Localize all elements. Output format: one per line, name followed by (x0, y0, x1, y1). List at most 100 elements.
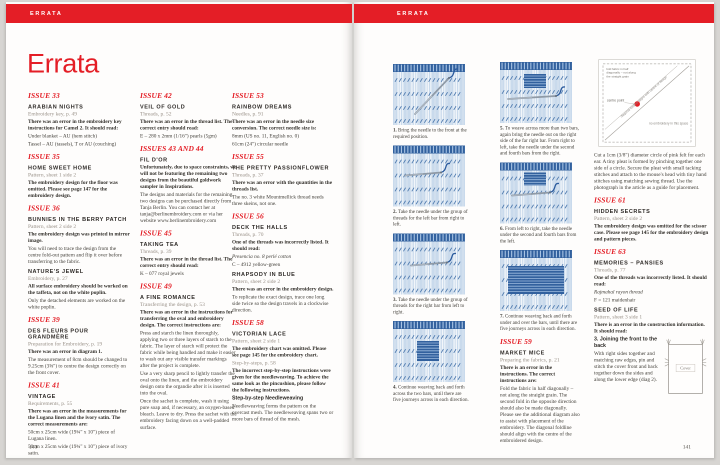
issue-heading: ISSUE 35 (28, 153, 60, 162)
issue-heading: ISSUE 36 (28, 204, 60, 213)
left-header-band: ERRATA (6, 4, 352, 23)
cover-diagram-figure: Cover (662, 336, 709, 400)
needleweaving-step: 6. From left to right, take the needle u… (500, 162, 580, 244)
step-figure (393, 145, 469, 207)
paragraph: The measurement of 8cm should be changed… (28, 357, 128, 376)
continuation-paragraph: Cut a 1cm (3/8") diameter circle of pink… (594, 152, 707, 191)
centre-point-dot (634, 101, 640, 107)
step-caption: 4. Continue weaving back and forth acros… (393, 384, 469, 403)
paragraph: There was an error in the embroidery des… (232, 286, 334, 293)
errata-column-3: ISSUE 53 RAINBOW DREAMS Needles, p. 91 Ther… (232, 92, 334, 427)
project-subtitle: Pattern, sheet 3 side 1 (594, 314, 643, 321)
paragraph: There was an error with the quantities i… (232, 180, 333, 193)
project-subtitle: Threads, p. 77 (594, 267, 626, 274)
errata-entry: ISSUE 41 VINTAGE Requirements, p. 55 There … (28, 382, 130, 457)
steps-column-1: 1. Bring the needle to the front at the … (393, 64, 469, 409)
errata-entry: ISSUE 39 DES FLEURS POUR GRANDMÈRE Prepara… (28, 316, 130, 376)
issue-heading: ISSUE 39 (28, 316, 60, 325)
paragraph: Needleweaving forms the pattern on the o… (232, 403, 334, 423)
project-subtitle: Pattern, sheet 2 side 2 (232, 278, 281, 285)
paragraph: There was an error in the thread list. T… (140, 119, 233, 132)
paragraph: One of the threads was incorrectly liste… (594, 275, 707, 288)
project-title: TAKING TEA (140, 241, 179, 248)
project-title: RAINBOW DREAMS (232, 104, 292, 110)
project-subtitle: Threads, p. 70 (232, 231, 264, 238)
svg-text:fold fabric in half: fold fabric in half (606, 67, 628, 71)
project-subtitle: Preparation for Embroidery, p. 19 (28, 341, 103, 348)
project-subtitle: Needles, p. 91 (232, 111, 264, 117)
paragraph: Tassel – AU (tassels), T or AU (couching… (28, 141, 117, 148)
step-caption: 6. From left to right, take the needle u… (500, 225, 577, 244)
paragraph: Once the sachet is complete, wash it usi… (140, 398, 237, 431)
fold-placement-diagram: fold fabric in half diagonally – not alon… (594, 59, 709, 147)
issue-heading: ISSUE 42 (140, 92, 172, 100)
page-title: Errata (27, 48, 100, 79)
svg-text:diagonally – not along: diagonally – not along (606, 71, 636, 75)
project-title: VICTORIAN LACE (232, 331, 287, 338)
needleweaving-illustration (393, 233, 465, 295)
paragraph: The no. 3 white Mountmellick thread need… (232, 194, 324, 207)
issue-heading: ISSUES 43 AND 44 (140, 145, 204, 154)
project-subtitle: Pattern, sheet 1 side 2 (28, 172, 77, 179)
needleweaving-illustration (393, 145, 465, 207)
paragraph: Unfortunately, due to space constraints,… (140, 164, 237, 190)
project-title: ARABIAN NIGHTS (28, 104, 84, 110)
paragraph: With right sides together and matching r… (594, 351, 658, 383)
errata-column-1: ISSUE 33 ARABIAN NIGHTS Embroidery key, p.… (28, 92, 130, 461)
needleweaving-illustration (500, 62, 572, 123)
paragraph: The embroidery design for the floor was … (28, 180, 118, 199)
issue-heading: ISSUE 63 (594, 248, 626, 257)
issue-heading: ISSUE 41 (28, 381, 60, 390)
step-number: 7. (500, 313, 505, 320)
needleweaving-step: 1. Bring the needle to the front at the … (393, 64, 469, 140)
paragraph: There was an error in the embroidery key… (28, 119, 122, 132)
step-figure (500, 162, 580, 224)
paragraph: E – 280 x 2mm (1/16") pearls (5gm) (140, 133, 217, 140)
step-figure (393, 233, 469, 295)
issue-heading: ISSUE 61 (594, 196, 626, 205)
paragraph: C – 4912 yellow-green (232, 262, 281, 268)
step-number: 1. (393, 127, 398, 134)
step-caption: 7. Continue weaving back and forth under… (500, 313, 578, 332)
paragraph: 50cm x 25cm wide (19¾" x 10") piece of i… (28, 444, 128, 457)
paragraph: 3. Joining the front to the back (594, 336, 657, 349)
svg-text:no embroidery in this space: no embroidery in this space (649, 122, 689, 126)
right-header-band: ERRATA (354, 4, 714, 23)
svg-text:Cover: Cover (680, 366, 691, 371)
right-page: ERRATA 1. Bring the needle to the front … (354, 2, 714, 458)
project-subtitle: Embroidery key, p. 49 (28, 111, 77, 117)
needleweaving-illustration (500, 250, 572, 311)
paragraph: Presencia no. 8 perlé cotton (232, 254, 292, 260)
project-subtitle: Pattern, sheet 2 side 2 (594, 215, 643, 222)
paragraph: There is an error in the construction in… (594, 322, 705, 335)
errata-entry: ISSUE 63 MEMORIES – PANSIES Threads, p. 77… (594, 248, 709, 394)
project-title: DECK THE HALLS (232, 224, 288, 231)
left-page: ERRATA Errata ISSUE 33 ARABIAN NIGHTS Embr… (6, 2, 352, 458)
paragraph: There is an error in the instructions. T… (500, 364, 556, 384)
paragraph: Fold the fabric in half diagonally – not… (500, 385, 580, 444)
project-title: HOME SWEET HOME (28, 165, 92, 172)
steps-column-2: 5. To weave across more than two bars, a… (500, 62, 580, 448)
errata-entry: ISSUE 59 MARKET MICE Preparing the fabrics… (500, 338, 580, 444)
issue-heading: ISSUE 45 (140, 229, 172, 238)
paragraph: Press and starch the linen thoroughly, a… (140, 330, 236, 369)
needleweaving-illustration (393, 321, 465, 382)
project-title: SEED OF LIFE (594, 307, 639, 314)
project-subtitle: Pattern, sheet 2 side 2 (28, 223, 77, 230)
step-caption: 5. To weave across more than two bars, a… (500, 125, 579, 157)
right-page-number: 141 (682, 444, 691, 450)
errata-entry: ISSUE 45 TAKING TEA Threads, p. 39 There wa… (140, 230, 237, 278)
errata-column-4: fold fabric in half diagonally – not alon… (594, 59, 709, 401)
needleweaving-step: 2. Take the needle under the group of th… (393, 145, 469, 228)
errata-column-2: ISSUE 42 VEIL OF GOLD Threads, p. 52 There … (140, 92, 237, 435)
paragraph: 61cm (24") circular needle (232, 141, 289, 148)
paragraph: The incorrect step-by-step instructions … (232, 368, 331, 394)
issue-heading: ISSUE 58 (232, 319, 264, 328)
issue-heading: ISSUE 56 (232, 212, 264, 221)
project-title: DES FLEURS POUR GRANDMÈRE (28, 328, 89, 341)
step-number: 3. (393, 296, 398, 303)
step-number: 4. (393, 384, 398, 391)
paragraph: There was an error in the measurements f… (28, 408, 127, 428)
paragraph: 50cm x 25cm wide (19¾" x 10") piece of L… (28, 429, 115, 442)
step-figure (500, 250, 580, 311)
